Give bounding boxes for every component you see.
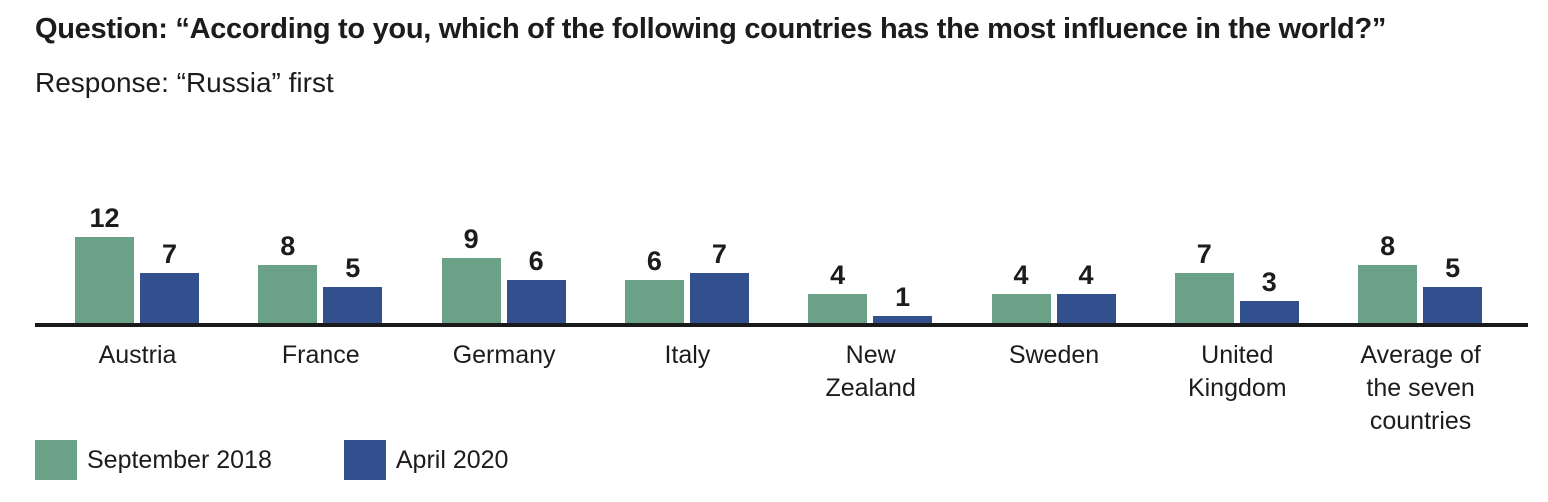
bar-value-label: 7 xyxy=(161,239,178,269)
chart-question-title: Question: “According to you, which of th… xyxy=(35,13,1387,45)
bar-april-2020 xyxy=(506,280,566,323)
bar-september-2018 xyxy=(624,280,684,323)
bar-value-label: 5 xyxy=(1445,253,1461,283)
bar-value-label: 5 xyxy=(345,253,361,283)
bar-column: 5 xyxy=(1423,253,1483,323)
legend-swatch xyxy=(343,440,386,480)
legend-label: September 2018 xyxy=(87,445,272,474)
bar-april-2020 xyxy=(1239,301,1299,323)
bar-september-2018 xyxy=(808,294,868,323)
legend-swatch xyxy=(35,440,77,480)
category-label: New Zealand xyxy=(825,341,916,402)
bar-september-2018 xyxy=(258,265,318,323)
bar-september-2018 xyxy=(1174,273,1234,323)
legend-item: September 2018 xyxy=(35,440,272,480)
bar-value-label: 1 xyxy=(895,282,911,312)
bar-value-label: 8 xyxy=(280,231,296,261)
bar-value-label: 7 xyxy=(1196,239,1212,269)
bar-april-2020 xyxy=(140,273,199,323)
bar-column: 6 xyxy=(506,246,566,323)
bar-september-2018 xyxy=(441,258,501,323)
bar-september-2018 xyxy=(75,237,134,323)
bar-column: 8 xyxy=(1358,231,1418,323)
legend-item: April 2020 xyxy=(343,440,509,480)
bar-column: 5 xyxy=(323,253,383,323)
chart-response-subtitle: Response: “Russia” first xyxy=(35,67,334,98)
bar-april-2020 xyxy=(1056,294,1116,323)
bar-group: 12 7 xyxy=(75,205,199,323)
bar-value-label: 8 xyxy=(1380,231,1396,261)
bar-april-2020 xyxy=(1423,287,1483,323)
bar-column: 12 xyxy=(75,205,134,323)
bar-column: 7 xyxy=(140,241,199,323)
bar-value-label: 4 xyxy=(830,260,846,290)
legend-label: April 2020 xyxy=(395,445,509,474)
bar-value-label: 12 xyxy=(89,203,120,233)
bar-column: 1 xyxy=(873,282,933,323)
category-label: Austria xyxy=(98,341,177,369)
bar-value-label: 4 xyxy=(1013,260,1029,290)
bar-april-2020 xyxy=(873,316,933,323)
bar-column: 7 xyxy=(689,239,749,323)
category-label: Italy xyxy=(664,341,711,369)
bar-column: 3 xyxy=(1239,267,1299,323)
category-label: Sweden xyxy=(1008,341,1100,369)
category-label: Germany xyxy=(452,341,556,369)
bar-column: 4 xyxy=(808,260,868,323)
bar-value-label: 6 xyxy=(646,246,662,276)
bar-april-2020 xyxy=(689,273,749,323)
category-label: Average of the seven countries xyxy=(1360,341,1481,435)
bar-column: 7 xyxy=(1174,239,1234,323)
chart-legend: September 2018 April 2020 xyxy=(35,440,508,480)
bar-april-2020 xyxy=(323,287,383,323)
bar-september-2018 xyxy=(991,294,1051,323)
bar-september-2018 xyxy=(1358,265,1418,323)
bar-value-label: 4 xyxy=(1078,260,1094,290)
bar-value-label: 7 xyxy=(711,239,727,269)
bar-column: 8 xyxy=(258,231,318,323)
bar-value-label: 9 xyxy=(463,224,479,254)
bar-value-label: 6 xyxy=(528,246,544,276)
bar-value-label: 3 xyxy=(1261,267,1277,297)
bar-column: 4 xyxy=(1056,260,1116,323)
x-axis-line xyxy=(35,323,1528,327)
bar-column: 4 xyxy=(991,260,1051,323)
category-label: France xyxy=(281,341,360,369)
bar-column: 6 xyxy=(624,246,684,323)
category-label: United Kingdom xyxy=(1187,341,1287,402)
bar-column: 9 xyxy=(441,224,501,323)
